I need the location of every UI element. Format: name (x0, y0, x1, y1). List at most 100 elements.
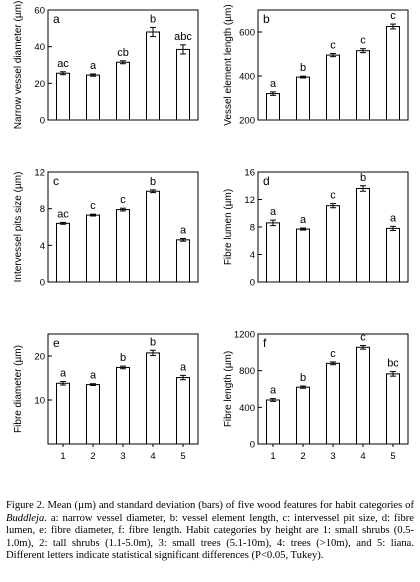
significance-letter: c (330, 190, 336, 202)
significance-letter: c (360, 35, 366, 47)
bar (386, 26, 400, 121)
x-tick-label: 4 (360, 451, 365, 462)
panel-d: d 0 4 8 12 16 Fibre lumen (µm) a a c b a (223, 168, 409, 289)
significance-letter: b (300, 372, 306, 384)
significance-letter: b (300, 62, 306, 74)
y-tick-label: 0 (250, 278, 255, 289)
bar (56, 72, 70, 121)
y-tick-label: 8 (250, 223, 255, 234)
bar (326, 205, 340, 283)
y-tick-label: 0 (40, 278, 45, 289)
bar (176, 48, 190, 121)
significance-letter: a (300, 214, 307, 226)
significance-letter: c (390, 10, 396, 22)
significance-letter: c (330, 348, 336, 360)
significance-letter: a (270, 385, 277, 397)
x-tick-label: 4 (150, 451, 155, 462)
significance-letter: a (390, 212, 397, 224)
significance-letter: b (360, 172, 366, 184)
caption-genus: Buddleja (6, 512, 45, 524)
significance-letter: abc (174, 31, 192, 43)
y-tick-label: 800 (239, 366, 255, 377)
significance-letter: a (90, 370, 97, 382)
significance-letter: bc (387, 358, 399, 370)
bar (116, 366, 130, 445)
panel-letter: e (53, 336, 60, 350)
bar (296, 228, 310, 283)
y-tick-label: 200 (239, 116, 255, 127)
significance-letter: ac (57, 58, 69, 70)
bar (296, 386, 310, 445)
panel-c: c 0 4 8 12 Intervessel pits size (µm) ac c c b a (13, 168, 199, 289)
significance-letter: c (360, 331, 366, 343)
panel-letter: a (53, 12, 60, 26)
y-tick-label: 16 (244, 168, 255, 179)
x-tick-label: 1 (270, 451, 275, 462)
significance-letter: a (270, 206, 277, 218)
bar (86, 384, 100, 445)
y-tick-label: 4 (250, 250, 255, 261)
caption-text-2: . a: narrow vessel diameter, b: vessel e… (6, 512, 414, 562)
y-tick-label: 40 (34, 42, 45, 53)
panel-e: e 10 20 Fibre diameter (µm) a 1 a 2 b 3 b 4 a 5 (13, 333, 199, 462)
bar (266, 399, 280, 445)
bar (176, 377, 190, 445)
y-axis-label: Fibre diameter (µm) (13, 345, 24, 433)
bar (86, 74, 100, 121)
bar (116, 61, 130, 121)
significance-letter: a (180, 361, 187, 373)
y-axis-label: Fibre length (µm) (223, 351, 234, 427)
y-tick-label: 600 (239, 28, 255, 39)
bar (56, 382, 70, 445)
y-tick-label: 0 (40, 116, 45, 127)
panel-letter: b (263, 12, 270, 26)
panel-letter: c (53, 174, 59, 188)
panel-a: a 0 20 40 60 Narrow vessel diameter (µm) ac a cb… (13, 1, 199, 129)
significance-letter: c (120, 194, 126, 206)
bar (356, 346, 370, 445)
bar (356, 50, 370, 121)
x-tick-label: 1 (60, 451, 65, 462)
y-tick-label: 20 (34, 79, 45, 90)
y-tick-label: 400 (239, 403, 255, 414)
x-tick-label: 3 (330, 451, 335, 462)
bar (326, 54, 340, 121)
significance-letter: b (150, 176, 156, 188)
y-tick-label: 0 (250, 440, 255, 451)
bar (146, 31, 160, 121)
y-tick-label: 20 (34, 352, 45, 363)
bar (266, 93, 280, 121)
y-tick-label: 10 (34, 396, 45, 407)
significance-letter: ac (57, 208, 69, 220)
panel-b: b 200 400 600 Vessel element length (µm) a b c c… (223, 4, 409, 127)
bar (146, 190, 160, 283)
bar (146, 352, 160, 445)
x-tick-label: 2 (300, 451, 305, 462)
bar (296, 76, 310, 121)
panel-letter: f (263, 336, 267, 350)
y-tick-label: 12 (34, 168, 45, 179)
y-tick-label: 400 (239, 72, 255, 83)
y-tick-label: 60 (34, 6, 45, 17)
significance-letter: a (90, 60, 97, 72)
bar (386, 227, 400, 283)
bar (86, 214, 100, 283)
x-tick-label: 2 (90, 451, 95, 462)
bar (266, 222, 280, 283)
y-axis-label: Fibre lumen (µm) (223, 189, 234, 265)
caption-text-1: Figure 2. Mean (µm) and standard deviati… (6, 500, 414, 511)
bar (116, 209, 130, 283)
bar (386, 373, 400, 445)
bar (356, 188, 370, 283)
significance-letter: a (270, 78, 277, 90)
y-axis-label: Vessel element length (µm) (223, 4, 234, 125)
bar (176, 239, 190, 283)
x-tick-label: 5 (180, 451, 185, 462)
y-tick-label: 12 (244, 195, 255, 206)
bar (56, 222, 70, 283)
x-tick-label: 3 (120, 451, 125, 462)
significance-letter: cb (117, 47, 129, 59)
y-tick-label: 1200 (234, 330, 255, 341)
